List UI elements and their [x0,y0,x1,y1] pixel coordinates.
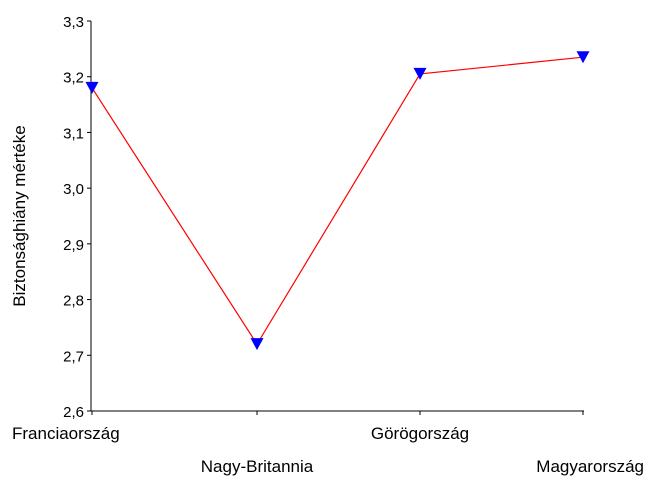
axes [90,21,584,412]
y-tick-label: 3,0 [63,181,84,198]
x-tick-label: Magyarország [536,457,644,476]
series [85,51,590,351]
data-point [85,81,99,94]
y-tick-label: 2,8 [63,293,84,310]
y-tick-label: 2,6 [63,404,84,421]
y-ticks: 2,6 2,7 2,8 2,9 3,0 3,1 3,2 3,3 [63,14,91,421]
y-tick-label: 3,3 [63,14,84,31]
x-tick-label: Franciaország [12,424,120,443]
y-tick-label: 2,7 [63,348,84,365]
y-tick-label: 3,2 [63,70,84,87]
data-point [250,338,264,351]
y-axis-title: Biztonsághiány mértéke [10,125,29,306]
x-ticks: Franciaország Nagy-Britannia Görögország Ma… [12,411,644,476]
x-tick-label: Nagy-Britannia [201,457,314,476]
y-tick-label: 3,1 [63,125,84,142]
data-point [413,67,427,80]
y-tick-label: 2,9 [63,237,84,254]
data-point [576,51,590,64]
series-line [91,56,584,346]
x-tick-label: Görögország [371,424,469,443]
